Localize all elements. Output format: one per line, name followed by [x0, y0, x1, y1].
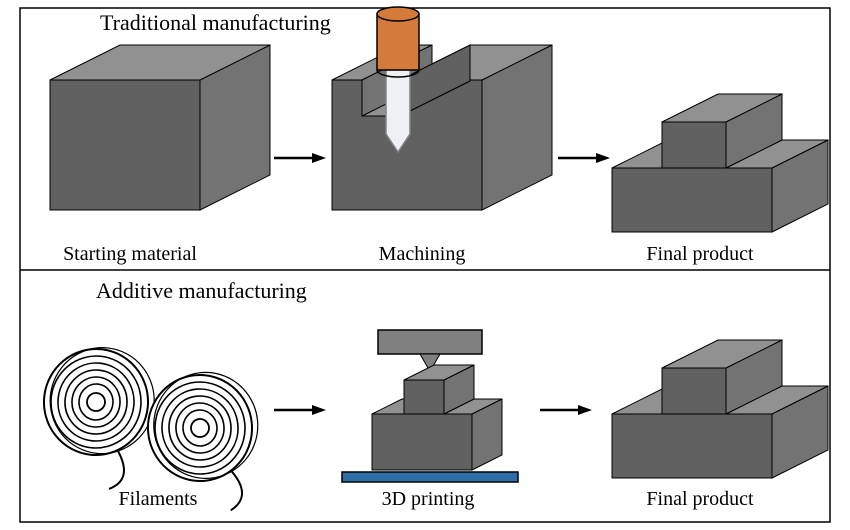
machining-label: Machining [379, 243, 466, 265]
printing-label: 3D printing [382, 488, 475, 510]
additive-final-product [612, 340, 828, 478]
machining-cube [332, 7, 552, 210]
traditional-final-product [612, 94, 828, 232]
arrow-head [312, 153, 326, 163]
arrow-head [578, 405, 592, 415]
starting-material-label: Starting material [63, 243, 197, 265]
traditional-title: Traditional manufacturing [100, 10, 331, 35]
diagram-root: Traditional manufacturing Starting materi… [0, 0, 850, 530]
filaments-label: Filaments [119, 488, 198, 510]
traditional-final-label: Final product [646, 243, 754, 265]
additive-final-label: Final product [646, 488, 754, 510]
arrow-head [596, 153, 610, 163]
printer-carriage [378, 330, 482, 354]
additive-title: Additive manufacturing [96, 278, 307, 303]
tool-bit [386, 70, 410, 152]
tool-cylinder [377, 14, 419, 70]
diagram-svg: Traditional manufacturing Starting materi… [0, 0, 850, 530]
print-bed [342, 472, 518, 482]
filament-spool-1 [35, 342, 159, 493]
arrow-head [312, 405, 326, 415]
printing-part [372, 365, 502, 470]
starting-material-cube [50, 45, 270, 210]
